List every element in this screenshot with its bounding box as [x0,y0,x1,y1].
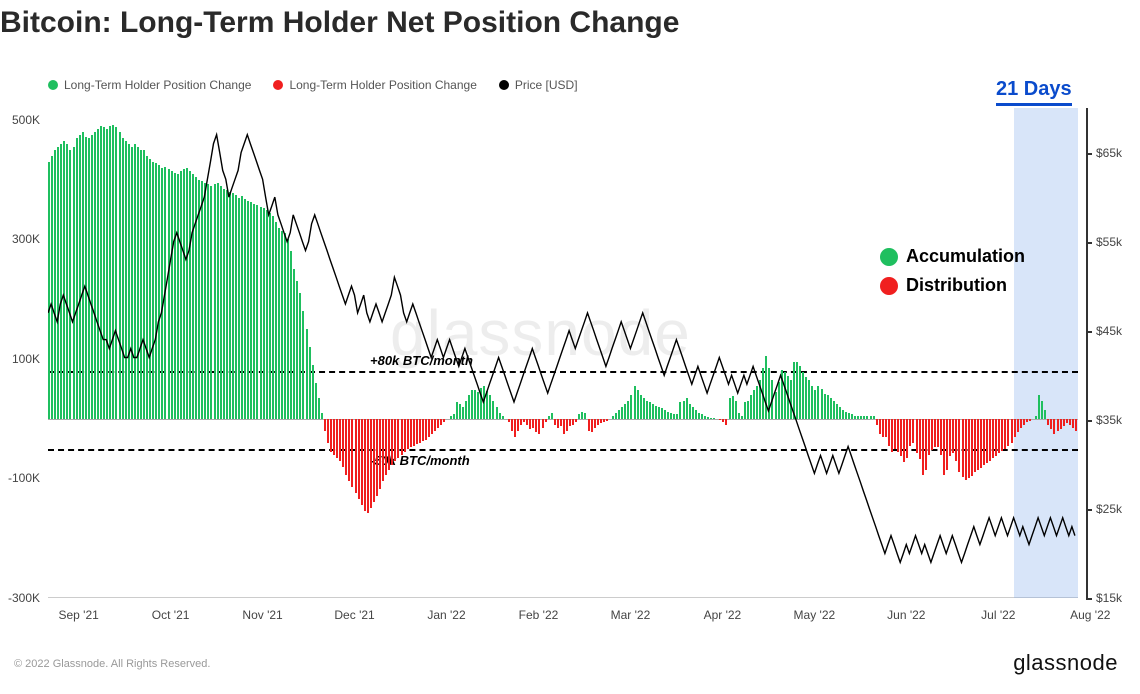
brand-logo: glassnode [1013,650,1118,676]
overlay-accumulation: Accumulation [880,246,1025,267]
legend-top: Long-Term Holder Position Change Long-Te… [48,78,578,92]
x-tick: Jan '22 [427,608,465,622]
axis-tick [1086,242,1092,244]
legend-dot-green [48,80,58,90]
y-left-tick: -100K [8,471,40,485]
x-tick: Aug '22 [1070,608,1110,622]
legend-dot-price [499,80,509,90]
x-tick: Oct '21 [152,608,190,622]
y-left-tick: 300K [12,232,40,246]
legend-label-red: Long-Term Holder Position Change [289,78,476,92]
x-tick: Apr '22 [704,608,742,622]
copyright: © 2022 Glassnode. All Rights Reserved. [14,658,210,670]
y-right-tick: $55k [1096,235,1122,249]
y-right-tick: $45k [1096,324,1122,338]
legend-item-price: Price [USD] [499,78,578,92]
highlight-label: 21 Days [996,78,1072,106]
chart-title: Bitcoin: Long-Term Holder Net Position C… [0,6,679,40]
y-right-tick: $65k [1096,146,1122,160]
x-tick: Nov '21 [242,608,282,622]
axis-tick [1086,420,1092,422]
circle-icon [880,248,898,266]
legend-label-green: Long-Term Holder Position Change [64,78,251,92]
x-tick: Mar '22 [611,608,651,622]
y-left-tick: 100K [12,352,40,366]
legend-item-green: Long-Term Holder Position Change [48,78,251,92]
x-tick: Dec '21 [334,608,374,622]
y-right-tick: $15k [1096,591,1122,605]
legend-label-price: Price [USD] [515,78,578,92]
y-right-tick: $25k [1096,502,1122,516]
watermark: glassnode [390,296,691,370]
axis-tick [1086,153,1092,155]
axis-tick [1086,331,1092,333]
x-tick: Jun '22 [887,608,925,622]
x-tick: Jul '22 [981,608,1015,622]
axis-tick [1086,598,1092,600]
right-axis-line [1086,108,1088,598]
legend-dot-red [273,80,283,90]
overlay-distribution: Distribution [880,275,1007,296]
y-left-tick: 500K [12,113,40,127]
x-tick: Sep '21 [58,608,98,622]
circle-icon [880,277,898,295]
legend-item-red: Long-Term Holder Position Change [273,78,476,92]
y-left-tick: -300K [8,591,40,605]
x-tick: Feb '22 [519,608,559,622]
x-tick: May '22 [794,608,836,622]
axis-tick [1086,509,1092,511]
y-right-tick: $35k [1096,413,1122,427]
